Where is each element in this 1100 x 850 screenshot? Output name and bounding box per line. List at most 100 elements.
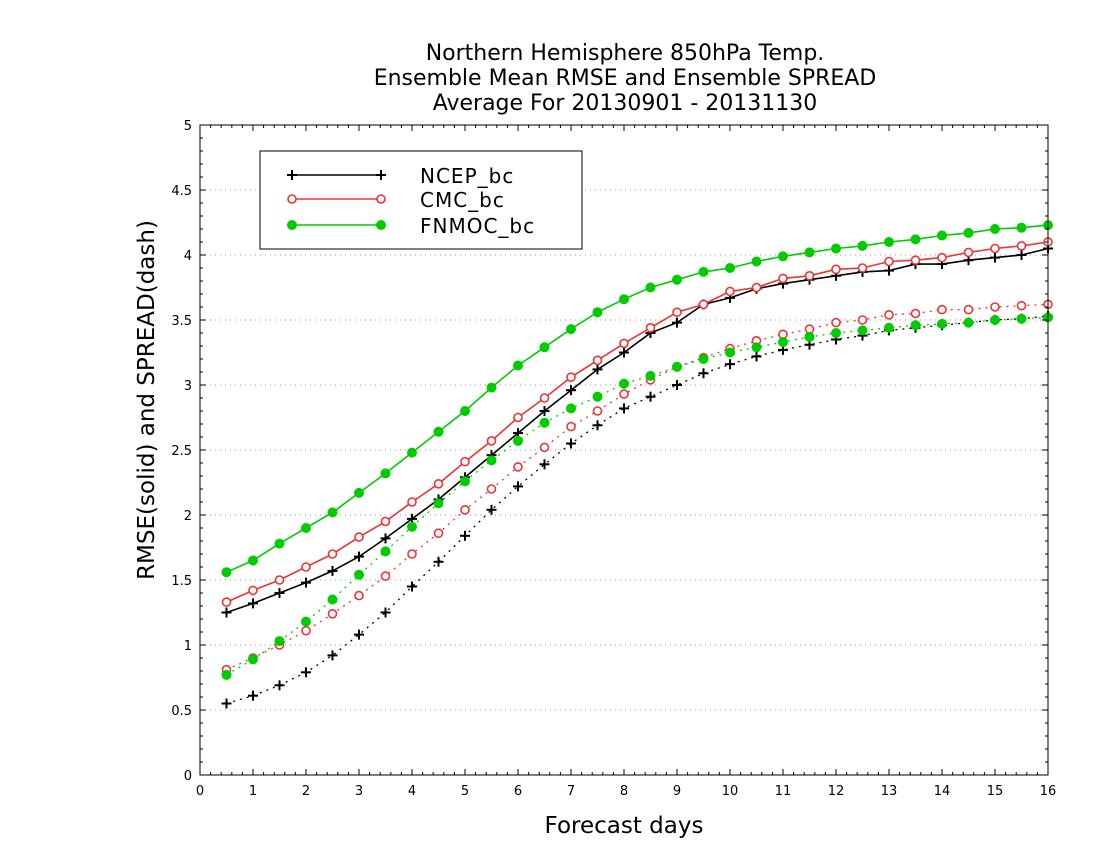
point-cmc-spread (513, 462, 523, 472)
point-ncep-rmse (1016, 250, 1027, 260)
legend-marker-ncep (376, 170, 386, 180)
legend-marker-cmc (376, 194, 386, 204)
point-ncep-rmse (380, 533, 391, 544)
point-fnmoc-spread (778, 337, 788, 348)
point-fnmoc-spread (592, 391, 603, 402)
point-fnmoc-rmse (354, 487, 364, 498)
point-fnmoc-spread (672, 361, 682, 372)
point-fnmoc-rmse (407, 447, 417, 458)
point-fnmoc-spread (619, 378, 629, 389)
point-fnmoc-rmse (884, 237, 894, 247)
point-fnmoc-rmse (513, 360, 523, 371)
point-fnmoc-spread (327, 594, 338, 605)
x-tick-label: 10 (722, 784, 739, 799)
point-ncep-rmse (672, 317, 682, 328)
point-cmc-rmse (884, 256, 894, 267)
x-tick-label: 9 (673, 784, 681, 799)
point-ncep-rmse (327, 565, 338, 576)
point-fnmoc-spread (990, 315, 1000, 325)
point-fnmoc-rmse (327, 507, 338, 518)
point-cmc-rmse (725, 286, 735, 297)
point-cmc-spread (566, 421, 576, 432)
point-fnmoc-rmse (433, 426, 444, 437)
point-cmc-spread (354, 590, 364, 601)
x-tick-label: 14 (934, 784, 951, 799)
point-fnmoc-rmse (274, 538, 285, 549)
point-cmc-rmse (619, 338, 629, 349)
point-cmc-spread (963, 304, 974, 315)
point-fnmoc-rmse (566, 324, 576, 335)
chart-title-line-3: Average For 20130901 - 20131130 (433, 91, 818, 116)
point-ncep-spread (354, 629, 364, 640)
point-fnmoc-rmse (380, 468, 391, 479)
y-tick-label: 0 (184, 769, 192, 784)
chart-title-line-2: Ensemble Mean RMSE and Ensemble SPREAD (374, 66, 877, 91)
point-ncep-rmse (301, 577, 311, 588)
point-cmc-spread (486, 484, 497, 494)
point-fnmoc-rmse (539, 342, 550, 353)
point-ncep-spread (672, 380, 682, 390)
point-fnmoc-spread (486, 455, 497, 466)
point-ncep-spread (619, 403, 629, 414)
point-ncep-spread (486, 504, 497, 515)
point-fnmoc-spread (804, 331, 815, 342)
point-fnmoc-spread (274, 636, 285, 647)
point-cmc-rmse (513, 412, 523, 423)
point-ncep-spread (380, 607, 391, 618)
point-fnmoc-rmse (486, 382, 497, 393)
point-cmc-spread (407, 549, 417, 559)
point-cmc-spread (619, 389, 629, 399)
point-ncep-rmse (354, 551, 364, 562)
point-fnmoc-spread (354, 569, 364, 580)
x-tick-label: 7 (567, 784, 575, 799)
point-cmc-rmse (963, 247, 974, 258)
point-cmc-rmse (433, 478, 444, 489)
point-cmc-spread (937, 304, 947, 315)
point-cmc-rmse (778, 273, 788, 284)
legend-label-cmc: CMC_bc (420, 188, 505, 212)
series-line-fnmoc-rmse (226, 224, 1049, 573)
y-tick-label: 1.5 (171, 574, 192, 589)
point-cmc-spread (301, 625, 311, 636)
x-tick-label: 15 (987, 784, 1004, 799)
point-cmc-spread (460, 504, 470, 515)
point-ncep-spread (221, 698, 232, 709)
point-cmc-spread (910, 308, 921, 319)
x-tick-label: 1 (249, 784, 257, 799)
point-fnmoc-rmse (963, 227, 974, 238)
point-ncep-rmse (274, 588, 285, 598)
point-fnmoc-rmse (990, 224, 1000, 234)
y-tick-label: 3 (184, 379, 192, 394)
series-line-cmc-rmse (226, 241, 1049, 603)
point-fnmoc-spread (539, 417, 550, 428)
point-fnmoc-spread (857, 325, 868, 336)
point-ncep-spread (248, 690, 258, 701)
point-fnmoc-rmse (751, 256, 762, 267)
point-ncep-rmse (539, 406, 550, 416)
point-cmc-rmse (857, 263, 868, 273)
point-fnmoc-spread (301, 616, 311, 627)
point-cmc-spread (884, 309, 894, 320)
series-line-cmc-spread (226, 303, 1049, 671)
legend-marker-fnmoc (287, 220, 297, 230)
point-ncep-spread (433, 556, 444, 567)
point-ncep-rmse (566, 385, 576, 396)
point-fnmoc-rmse (619, 294, 629, 305)
point-ncep-rmse (592, 364, 603, 375)
x-tick-label: 12 (828, 784, 845, 799)
series-line-ncep-spread (226, 315, 1049, 705)
point-cmc-spread (1016, 300, 1027, 311)
point-ncep-rmse (884, 265, 894, 276)
y-tick-label: 1 (184, 639, 192, 654)
point-cmc-spread (831, 317, 841, 328)
y-tick-label: 2.5 (171, 444, 192, 459)
point-ncep-spread (274, 680, 285, 691)
y-axis-label: RMSE(solid) and SPREAD(dash) (134, 220, 160, 580)
point-cmc-rmse (539, 393, 550, 403)
axis-ticks: 00.511.522.533.544.550 1 2 3 4 5 6 7 8 9 10 11 12 13 1… (171, 119, 1056, 799)
point-ncep-spread (327, 650, 338, 661)
point-ncep-spread (645, 391, 656, 402)
point-cmc-rmse (221, 597, 232, 607)
point-cmc-spread (327, 608, 338, 619)
